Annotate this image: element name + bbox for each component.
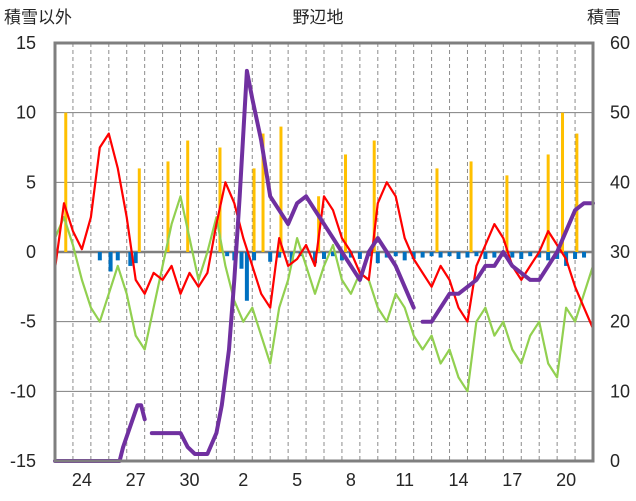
anomaly-bar [528,252,533,257]
right-tick-label: 0 [610,451,620,471]
anomaly-bar [438,252,443,258]
anomaly-bar [115,252,120,261]
anomaly-bar [289,252,294,264]
precipitation-bar [469,161,473,252]
left-tick-label: -10 [10,381,36,401]
right-tick-label: 50 [610,103,630,123]
left-tick-label: 10 [16,103,36,123]
anomaly-bar [348,252,353,258]
plot-frame [53,41,595,463]
right-tick-label: 10 [610,381,630,401]
precipitation-bar [137,168,141,252]
anomaly-bar [573,252,578,259]
precipitation-bar [186,140,190,252]
anomaly-bar [447,252,452,257]
right-tick-label: 30 [610,242,630,262]
right-tick-label: 20 [610,312,630,332]
anomaly-bar [268,252,273,262]
anomaly-bar [402,252,407,261]
anomaly-bar [368,252,373,257]
precipitation-bar [261,133,265,252]
precipitation-bar [505,175,509,252]
x-tick-label: 20 [556,470,576,490]
snow-depth-line [149,68,416,456]
anomaly-bar [429,252,434,257]
anomaly-bar [420,252,425,258]
anomaly-bar [97,252,102,261]
precipitation-bars [64,112,579,253]
anomaly-bar [330,252,335,257]
anomaly-bar [474,252,479,257]
right-axis-label: 積雪 [587,8,621,28]
anomaly-bar [133,252,138,264]
anomaly-bar [483,252,488,259]
anomaly-bar [357,252,362,259]
anomaly-bar [277,252,282,258]
sunshine-line [53,195,595,393]
precipitation-bar [344,154,348,252]
anomaly-bar [252,252,257,261]
anomaly-bar [492,252,497,258]
anomaly-bar [375,252,380,264]
left-axis-label: 積雪以外 [4,8,72,28]
precipitation-bar [279,126,283,252]
precipitation-bar [561,112,565,253]
anomaly-bar [519,252,524,259]
anomaly-bar [510,252,515,258]
x-tick-label: 8 [346,470,356,490]
x-tick-label: 30 [179,470,199,490]
anomaly-bar [465,252,470,258]
x-tick-label: 2 [238,470,248,490]
snow-depth-line [420,201,595,324]
anomaly-bar [128,252,133,266]
x-tick-label: 11 [395,470,414,490]
precipitation-bar [64,112,68,253]
left-tick-label: 15 [16,33,36,53]
right-tick-label: 40 [610,172,630,192]
anomaly-bar [537,252,542,258]
anomaly-bar [244,252,249,301]
x-tick-label: 27 [126,470,146,490]
anomaly-bar [582,252,587,258]
x-tick-label: 5 [292,470,302,490]
anomaly-bar [393,252,398,257]
precipitation-bar [372,140,376,252]
anomaly-bar [239,252,244,269]
precipitation-bar [435,168,439,252]
precipitation-bar [546,154,550,252]
anomaly-bar [411,252,416,259]
anomaly-bar [339,252,344,261]
precipitation-bar [218,147,222,252]
x-tick-label: 14 [448,470,468,490]
anomaly-bar [108,252,113,272]
anomaly-bar [225,252,230,257]
x-tick-label: 24 [72,470,92,490]
anomaly-bar [322,252,326,259]
x-tick-label: 17 [502,470,522,490]
data-lines [53,68,595,463]
chart-title: 野辺地 [293,8,344,28]
anomaly-bars [97,252,587,301]
precipitation-bar [317,196,321,252]
precipitation-bar [166,161,170,252]
anomaly-bar [456,252,461,259]
left-tick-label: 0 [26,242,36,262]
left-tick-label: -5 [20,312,36,332]
temperature-line [53,132,595,330]
anomaly-bar [546,252,551,261]
precipitation-bar [252,168,256,252]
left-tick-label: 5 [26,172,36,192]
left-tick-label: -15 [10,451,36,471]
right-tick-label: 60 [610,33,630,53]
precipitation-bar [575,133,579,252]
